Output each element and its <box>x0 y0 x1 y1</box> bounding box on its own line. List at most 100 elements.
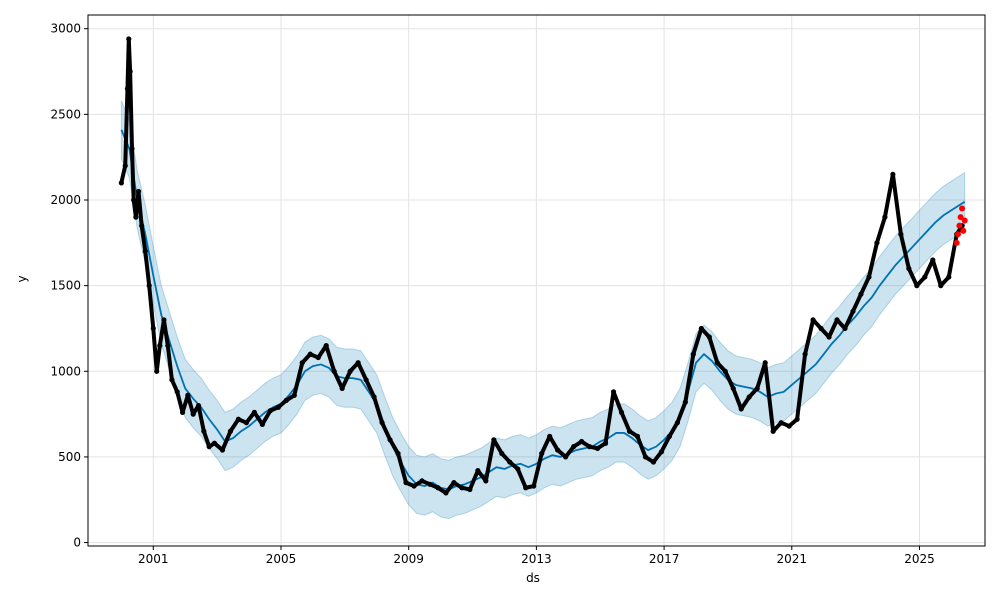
observed-point <box>650 459 657 465</box>
observed-point <box>738 406 744 412</box>
observed-point <box>403 480 409 486</box>
observed-point <box>722 368 728 374</box>
observed-point <box>126 36 132 42</box>
observed-point <box>379 420 385 426</box>
observed-point <box>185 392 191 398</box>
observed-point <box>195 402 202 409</box>
observed-point <box>898 231 904 237</box>
observed-point <box>211 440 218 446</box>
highlight-point <box>959 205 966 212</box>
x-axis-ticks: 2001 2005 2009 2013 2017 2021 2025 <box>138 546 935 566</box>
observed-point <box>882 214 888 220</box>
observed-point <box>165 342 171 349</box>
observed-point <box>427 481 433 487</box>
observed-point <box>387 437 393 443</box>
observed-point <box>331 368 337 374</box>
observed-point <box>275 404 281 410</box>
observed-point <box>419 478 425 484</box>
observed-point <box>323 342 329 349</box>
observed-point <box>914 283 920 289</box>
observed-point <box>539 450 545 457</box>
observed-point <box>866 274 872 280</box>
observed-point <box>459 485 465 491</box>
observed-point <box>283 397 289 404</box>
observed-point <box>154 368 160 374</box>
observed-point <box>219 447 226 453</box>
observed-point <box>475 468 481 474</box>
observed-point <box>770 428 776 434</box>
forecast-series <box>120 129 966 491</box>
observed-point <box>515 466 521 472</box>
observed-point <box>443 490 449 496</box>
observed-point <box>874 240 880 246</box>
observed-point <box>714 360 720 366</box>
observed-point <box>339 385 345 392</box>
x-axis-title: ds <box>526 571 540 585</box>
observed-point <box>499 450 505 457</box>
observed-point <box>139 223 145 229</box>
observed-point <box>666 433 673 439</box>
observed-point <box>922 274 928 280</box>
observed-point <box>206 444 212 450</box>
highlight-point <box>961 217 968 224</box>
observed-point <box>124 86 131 92</box>
y-tick-label: 2500 <box>50 107 81 121</box>
observed-point <box>563 454 569 460</box>
observed-point <box>371 394 377 400</box>
observed-point <box>307 351 313 357</box>
y-tick-label: 0 <box>73 536 81 550</box>
highlight-points <box>953 205 968 246</box>
observed-point <box>762 360 768 366</box>
observed-point <box>235 416 242 422</box>
observed-point <box>602 440 609 446</box>
observed-point <box>794 416 800 422</box>
observed-trace <box>119 36 964 495</box>
observed-point <box>161 317 167 323</box>
observed-point <box>395 450 401 457</box>
observed-point <box>706 334 712 340</box>
observed-point <box>127 68 133 75</box>
observed-point <box>746 394 752 400</box>
y-tick-label: 1500 <box>50 279 81 293</box>
x-tick-label: 2001 <box>138 552 169 566</box>
x-tick-label: 2005 <box>266 552 297 566</box>
y-tick-label: 500 <box>58 450 81 464</box>
observed-point <box>730 385 736 392</box>
observed-point <box>227 428 234 434</box>
observed-point <box>579 438 585 445</box>
observed-point <box>586 444 593 450</box>
observed-point <box>523 485 529 491</box>
observed-point <box>451 480 457 486</box>
highlight-point <box>960 227 967 234</box>
observed-point <box>858 291 864 297</box>
x-tick-label: 2025 <box>904 552 935 566</box>
forecast-line <box>120 129 966 491</box>
observed-point <box>778 420 784 426</box>
observed-point <box>483 478 489 484</box>
observed-point <box>135 188 142 195</box>
y-tick-label: 2000 <box>50 193 81 207</box>
observed-point <box>259 421 265 427</box>
observed-point <box>201 428 207 434</box>
observed-point <box>618 409 625 415</box>
highlight-point <box>953 239 960 246</box>
observed-point <box>754 385 760 392</box>
x-tick-label: 2017 <box>649 552 680 566</box>
observed-point <box>169 377 175 383</box>
observed-point <box>467 486 473 493</box>
observed-points <box>118 36 965 496</box>
x-tick-label: 2009 <box>393 552 424 566</box>
observed-point <box>818 325 824 332</box>
observed-point <box>786 423 792 429</box>
observed-point <box>571 444 577 450</box>
observed-point <box>810 317 816 323</box>
observed-point <box>267 408 273 414</box>
observed-point <box>507 459 513 465</box>
observed-point <box>634 433 641 439</box>
highlight-point <box>954 231 961 238</box>
y-tick-label: 3000 <box>50 22 81 36</box>
observed-point <box>129 146 135 152</box>
observed-point <box>190 411 196 417</box>
observed-point <box>610 389 617 395</box>
observed-point <box>826 334 832 340</box>
